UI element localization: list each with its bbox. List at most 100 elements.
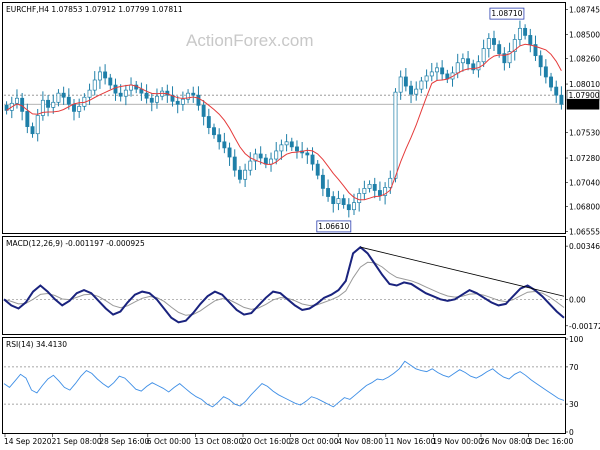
candle-body: [517, 27, 522, 40]
macd-tick-label: -0.001729: [569, 322, 600, 331]
candle-body: [481, 48, 486, 63]
price-tick-label: 1.08745: [569, 6, 600, 15]
candle-body: [206, 116, 211, 128]
candle-body: [248, 160, 253, 171]
price-tick-label: 1.08260: [569, 55, 600, 64]
candle-body: [25, 111, 30, 127]
x-tick-label: 13 Oct 08:00: [194, 437, 243, 446]
candle-body: [279, 144, 284, 152]
price-tick-label: 1.06555: [569, 227, 600, 236]
candle-body: [388, 177, 393, 188]
rsi-layer: 100 70 30 0: [3, 335, 584, 437]
candle-body: [66, 96, 71, 105]
x-tick-label: 3 Dec 16:00: [528, 437, 574, 446]
price-tick-label: 1.06800: [569, 203, 600, 212]
candle-body: [398, 76, 403, 93]
candle-body: [175, 100, 180, 105]
candle-body: [512, 39, 517, 52]
high-annotation-box: [489, 7, 525, 20]
candle-body: [305, 152, 310, 156]
macd-label: MACD(12,26,9) -0.001197 -0.000925: [6, 239, 145, 248]
x-tick-label: 20 Oct 16:00: [242, 437, 291, 446]
candle-body: [4, 104, 9, 111]
candle-body: [326, 188, 331, 197]
candle-body: [284, 141, 289, 146]
candle-body: [20, 97, 25, 112]
price-panel-frame: [2, 2, 566, 234]
candle-body: [222, 141, 227, 149]
candle-body: [92, 79, 97, 91]
price-tick-label: 1.07040: [569, 178, 600, 187]
candle-body: [414, 88, 419, 95]
candle-body: [393, 91, 398, 179]
candle-body: [424, 75, 429, 82]
candle-body: [289, 141, 294, 148]
x-tick-label: 14 Sep 2020: [4, 437, 52, 446]
candle-body: [97, 71, 102, 81]
candle-body: [35, 115, 40, 135]
candle-body: [46, 99, 51, 108]
rsi-panel-frame: [2, 337, 566, 434]
candle-body: [372, 184, 377, 191]
candle-body: [346, 204, 351, 211]
high-annotation-label: 1.08710: [491, 9, 522, 18]
candle-body: [87, 89, 92, 98]
candle-body: [502, 53, 507, 64]
candle-body: [149, 97, 154, 103]
candle-body: [554, 86, 559, 96]
candle-body: [51, 101, 56, 108]
candle-body: [258, 153, 263, 159]
candle-body: [336, 198, 341, 204]
candle-body: [118, 92, 123, 97]
current-price-tag-label: 1.07811: [569, 100, 600, 109]
candle-body: [123, 89, 128, 97]
price-tick-label: 1.08010: [569, 80, 600, 89]
candle-body: [455, 62, 460, 74]
candle-body: [129, 84, 133, 91]
candle-body: [186, 92, 191, 100]
candle-body: [72, 103, 76, 112]
candle-body: [507, 51, 512, 64]
macd-line: [3, 245, 565, 324]
candle-body: [263, 157, 268, 165]
rsi-line: [3, 360, 565, 408]
candle-body: [471, 63, 476, 71]
candle-body: [155, 95, 159, 103]
price-tick-label: 1.08500: [569, 30, 600, 39]
moving-average-line: [6, 43, 562, 201]
candle-body: [56, 92, 61, 103]
x-tick-label: 21 Sep 08:00: [52, 437, 102, 446]
candle-body: [201, 104, 206, 117]
rsi-tick-label: 0: [569, 428, 574, 437]
candle-body: [559, 94, 564, 105]
candle-body: [108, 77, 113, 86]
candle-body: [253, 153, 258, 162]
level-price-tag-label: 1.07900: [569, 91, 600, 100]
candle-body: [310, 154, 315, 165]
price-tick-label: 1.07280: [569, 154, 600, 163]
candle-body: [274, 150, 279, 160]
candle-body: [543, 66, 548, 78]
candle-body: [320, 174, 325, 189]
candle-body: [40, 99, 45, 116]
macd-trendline: [360, 246, 565, 297]
x-tick-label: 19 Nov 00:00: [432, 437, 483, 446]
candle-body: [538, 55, 543, 68]
candle-body: [409, 85, 413, 95]
candle-body: [497, 44, 502, 55]
candle-body: [269, 158, 273, 165]
macd-panel-frame: [2, 236, 566, 335]
candle-body: [466, 58, 471, 65]
x-tick-label: 28 Sep 16:00: [99, 437, 149, 446]
candle-body: [217, 134, 222, 143]
price-layer: 1.08710 1.06610 1.08745 1.08500 1.08260 1.080…: [4, 6, 600, 236]
candle-body: [486, 38, 491, 49]
candle-body: [528, 35, 533, 45]
candle-body: [237, 169, 242, 180]
candle-body: [227, 147, 232, 158]
x-tick-label: 26 Nov 08:00: [480, 437, 531, 446]
candle-body: [180, 98, 185, 105]
candle-body: [352, 202, 356, 211]
candle-body: [419, 80, 424, 90]
candle-body: [440, 67, 445, 75]
